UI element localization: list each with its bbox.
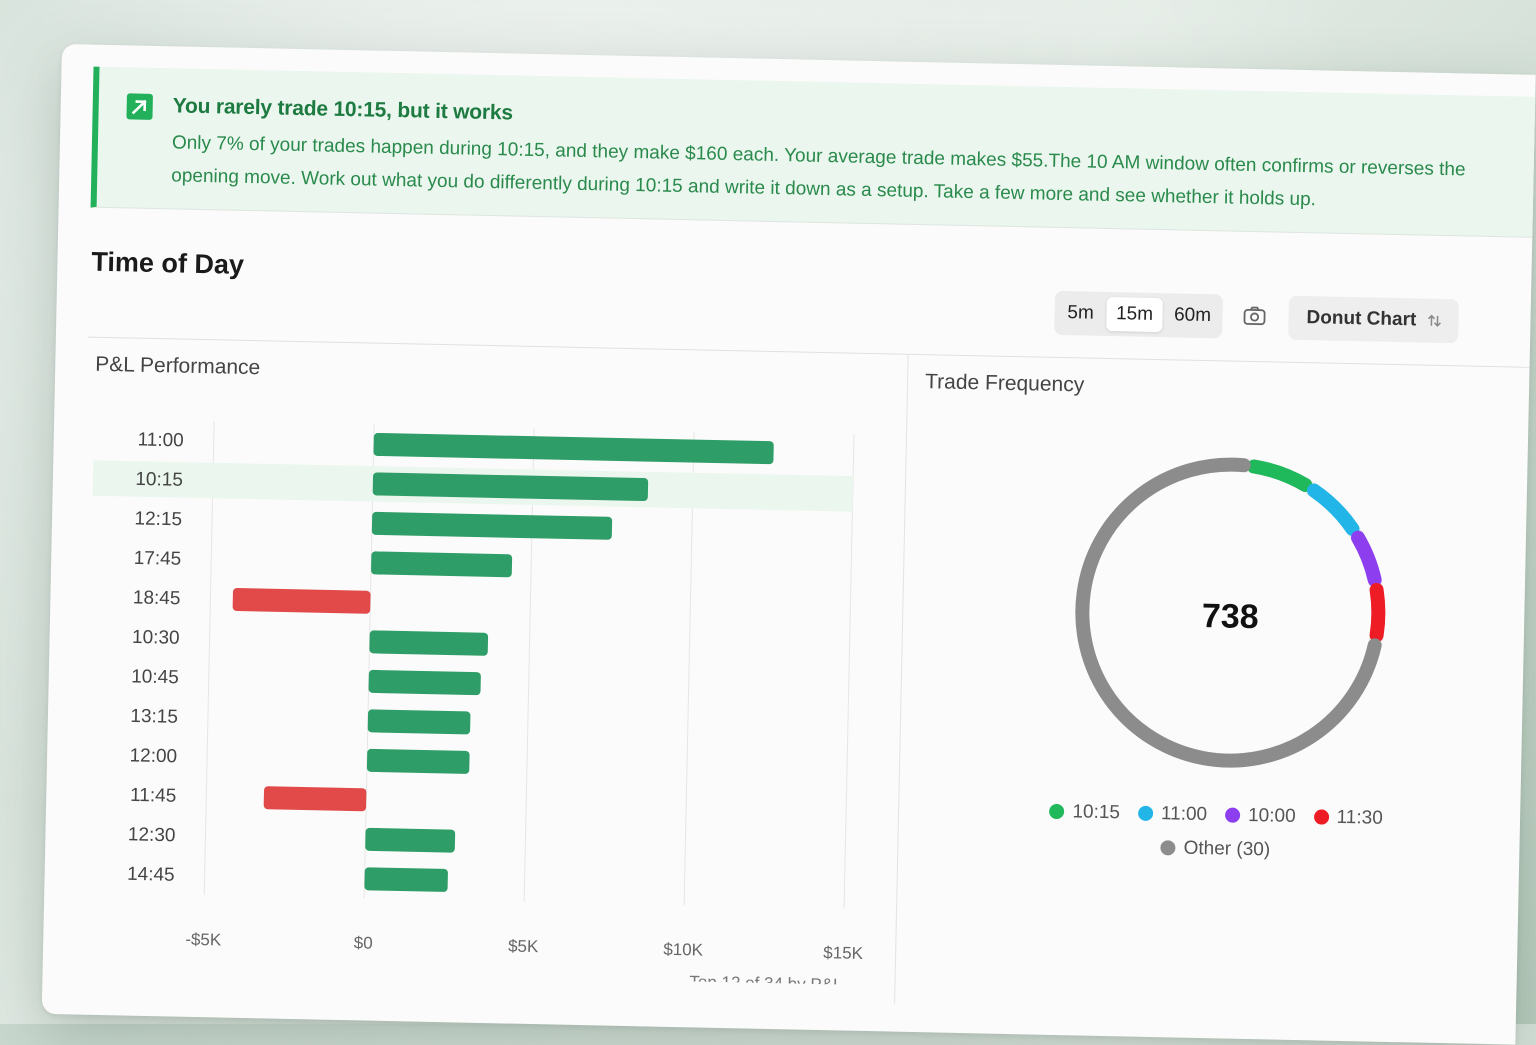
chart-footnote: Top 12 of 34 by P&L	[689, 972, 842, 985]
bar-1845[interactable]	[232, 588, 371, 614]
bar-1015[interactable]	[372, 472, 649, 502]
donut-legend: 10:15 11:00 10:00 11:30 Other (30)	[1005, 794, 1426, 871]
legend-dot	[1049, 803, 1065, 820]
legend-item[interactable]: 10:00	[1224, 799, 1296, 834]
legend-dot	[1224, 807, 1241, 823]
bar-1745[interactable]	[371, 551, 513, 578]
legend-dot	[1313, 809, 1329, 825]
insight-body: Only 7% of your trades happen during 10:…	[171, 132, 1466, 211]
y-category-label: 10:45	[131, 666, 179, 688]
chart-type-label: Donut Chart	[1306, 307, 1417, 331]
legend-label: 11:30	[1336, 806, 1383, 829]
trend-up-arrow-icon	[126, 93, 153, 120]
bar-1215[interactable]	[371, 511, 613, 540]
x-tick-label: $5K	[508, 937, 539, 957]
section-title: Time of Day	[91, 246, 245, 280]
x-tick-label: -$5K	[185, 930, 222, 950]
gridline	[363, 424, 375, 899]
donut-center-total: 738	[1202, 597, 1260, 636]
trade-frequency-donut: 738	[1075, 457, 1386, 768]
interval-5m-button[interactable]: 5m	[1067, 302, 1095, 324]
legend-label: 10:00	[1247, 805, 1296, 828]
bar-1145[interactable]	[263, 786, 367, 812]
interval-60m-button[interactable]: 60m	[1173, 304, 1212, 327]
bar-1100[interactable]	[373, 432, 774, 465]
donut-slice-Other30[interactable]	[1075, 457, 1382, 768]
header-divider	[87, 336, 1530, 368]
gridline	[203, 421, 215, 896]
y-category-label: 10:15	[135, 469, 183, 491]
y-category-label: 11:45	[130, 785, 177, 807]
y-category-label: 17:45	[133, 548, 181, 570]
interval-selector: 5m 15m 60m	[1054, 290, 1224, 339]
bar-1445[interactable]	[364, 867, 448, 892]
y-category-label: 10:30	[132, 627, 180, 649]
bar-1030[interactable]	[369, 630, 489, 656]
y-category-label: 12:15	[134, 508, 182, 530]
legend-label: 10:15	[1072, 801, 1121, 824]
legend-label: Other (30)	[1183, 837, 1271, 861]
interval-15m-button[interactable]: 15m	[1106, 296, 1163, 333]
sort-arrows-icon	[1426, 313, 1442, 334]
donut-slice-1100[interactable]	[1306, 483, 1360, 536]
legend-item[interactable]: 11:00	[1137, 797, 1208, 832]
bar-1045[interactable]	[368, 669, 481, 696]
legend-item[interactable]: 10:15	[1049, 795, 1120, 830]
legend-label: 11:00	[1160, 803, 1208, 826]
y-category-label: 18:45	[133, 587, 181, 609]
camera-icon[interactable]	[1242, 305, 1268, 330]
x-tick-label: $15K	[823, 943, 864, 963]
chart-type-dropdown[interactable]: Donut Chart	[1288, 295, 1459, 344]
insight-banner: You rarely trade 10:15, but it works Onl…	[90, 66, 1536, 238]
y-category-label: 12:30	[128, 824, 176, 846]
gridline	[683, 431, 695, 906]
y-category-label: 11:00	[137, 429, 184, 451]
pnl-panel-title: P&L Performance	[95, 352, 261, 380]
donut-slice-1000[interactable]	[1351, 530, 1382, 587]
bar-1230[interactable]	[365, 827, 456, 853]
donut-slice-1015[interactable]	[1247, 459, 1313, 492]
legend-dot	[1137, 805, 1154, 822]
x-tick-label: $10K	[663, 940, 704, 960]
y-category-label: 12:00	[129, 745, 177, 767]
y-category-label: 13:15	[130, 706, 178, 728]
x-tick-label: $0	[354, 933, 373, 952]
bar-1200[interactable]	[366, 748, 470, 774]
legend-dot	[1160, 840, 1176, 856]
frequency-panel-title: Trade Frequency	[924, 370, 1085, 397]
legend-item[interactable]: 11:30	[1313, 800, 1383, 835]
pnl-bar-chart: -$5K $0 $5K $10K $15K 11:00 10:15 12:15 17:45 18:…	[92, 421, 864, 985]
time-of-day-card: You rarely trade 10:15, but it works Onl…	[41, 44, 1536, 1045]
donut-slice-1130[interactable]	[1369, 582, 1386, 643]
legend-item[interactable]: Other (30)	[1160, 831, 1270, 867]
gridline	[523, 427, 535, 902]
panel-divider	[894, 353, 909, 1004]
y-category-label: 14:45	[127, 864, 175, 886]
insight-title: You rarely trade 10:15, but it works	[172, 94, 514, 125]
bar-1315[interactable]	[367, 709, 471, 735]
gridline	[843, 434, 855, 909]
